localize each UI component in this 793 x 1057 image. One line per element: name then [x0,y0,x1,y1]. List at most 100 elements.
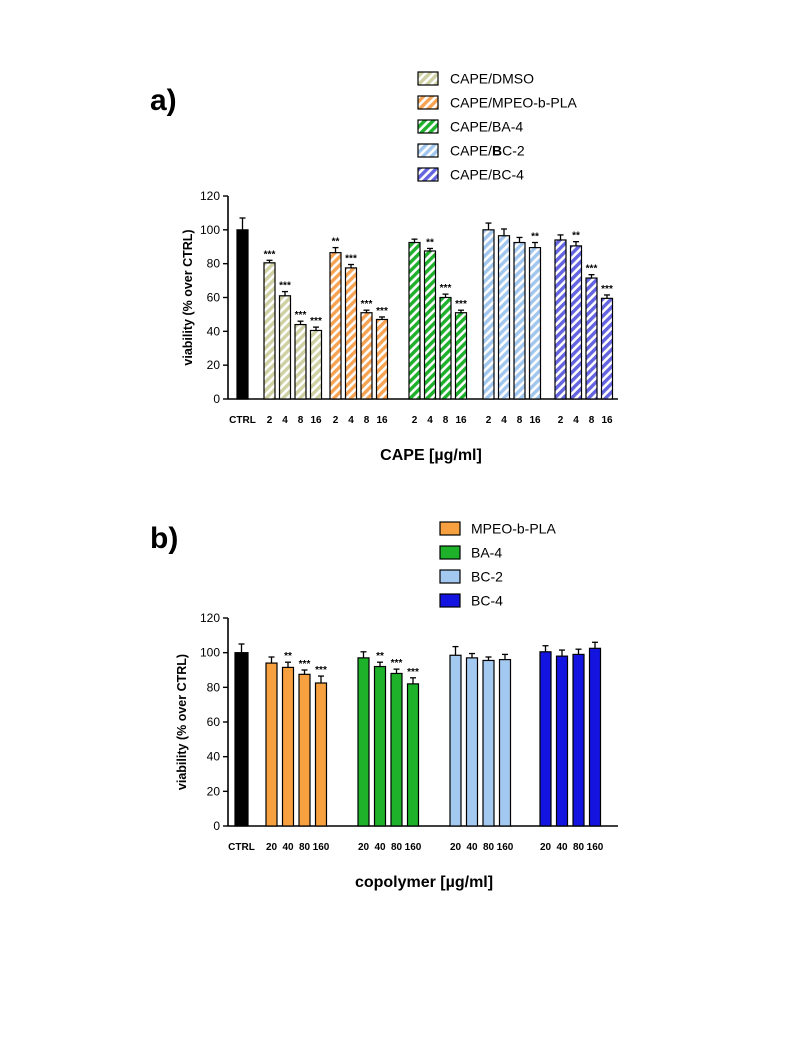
x-tick-label: 40 [556,842,568,853]
legend-label: MPEO-b-PLA [471,521,556,537]
legend-swatch [439,521,461,536]
y-tick-label: 100 [200,646,220,660]
y-tick-label: 20 [207,784,221,798]
legend: CAPE/DMSO CAPE/MPEO-b-PLA CAPE/BA-4 CAPE/BC… [417,71,577,183]
legend-label: CAPE/BA-4 [450,119,523,135]
bar [498,658,512,827]
bar [360,312,373,400]
x-tick-label: CTRL [229,415,256,426]
legend-label: BC-4 [471,593,503,609]
bar [588,647,602,827]
bar [539,651,552,827]
legend-swatch [439,593,461,608]
bar [449,654,462,827]
legend-swatch [417,143,439,158]
bar [600,297,614,400]
bar-ctrl [236,229,249,400]
bar [423,250,437,400]
x-tick-label: 4 [427,415,433,426]
significance-label: ** [376,651,384,662]
significance-label: *** [299,659,311,670]
y-tick-label: 100 [200,223,220,237]
significance-label: *** [315,665,327,676]
x-tick-label: 80 [573,842,585,853]
x-tick-label: 40 [466,842,478,853]
y-axis-title: viability (% over CTRL) [175,654,189,790]
bar [569,245,583,400]
bar [373,665,387,827]
x-tick-label: 8 [589,415,595,426]
y-axis-title: viability (% over CTRL) [181,229,195,365]
bar [439,296,452,400]
bar [585,277,598,400]
bar [408,241,421,400]
legend-label: CAPE/BC-4 [450,167,524,183]
x-tick-label: 2 [412,415,418,426]
x-tick-label: 8 [364,415,370,426]
bar [298,673,311,827]
x-tick-label: 2 [267,415,273,426]
chart-panel-b: b) 0 20 40 60 80 100 120 viability (% over CTRL)… [150,521,618,891]
bar [482,659,495,827]
significance-label: *** [295,310,307,321]
bar [497,235,511,400]
x-tick-label: 20 [540,842,552,853]
bar [555,655,569,827]
bar-ctrl [234,652,249,827]
legend-label: BA-4 [471,545,502,561]
legend-swatch [417,95,439,110]
significance-label: *** [407,667,419,678]
significance-label: ** [531,232,539,243]
x-tick-label: CTRL [228,842,255,853]
x-tick-label: 80 [483,842,495,853]
x-tick-label: 20 [266,842,278,853]
legend-swatch [439,569,461,584]
x-tick-label: 4 [282,415,288,426]
significance-label: ** [572,231,580,242]
bar [309,329,323,400]
significance-label: *** [345,254,357,265]
bar [482,229,495,400]
bar [528,246,542,400]
legend-label: CAPE/MPEO-b-PLA [450,95,577,111]
significance-label: ** [284,651,292,662]
y-tick-label: 80 [207,257,221,271]
y-tick-label: 60 [207,715,221,729]
panel-letter: a) [150,84,177,117]
y-tick-label: 60 [207,291,221,305]
bar [390,672,403,827]
x-tick-label: 2 [333,415,339,426]
significance-label: *** [376,306,388,317]
significance-label: ** [426,237,434,248]
bar [513,241,526,400]
bar [281,666,295,827]
x-tick-label: 160 [313,842,330,853]
panel-letter: b) [150,522,178,555]
legend-swatch [417,119,439,134]
bar [263,262,276,400]
y-tick-label: 120 [200,189,220,203]
bar [357,657,370,827]
x-tick-label: 2 [486,415,492,426]
significance-label: ** [332,237,340,248]
chart-panel-a: a) 0 20 40 60 80 100 120 viability (% over CTRL)… [150,71,618,464]
x-tick-label: 80 [299,842,311,853]
x-axis-title: copolymer [µg/ml] [355,874,493,891]
x-tick-label: 40 [374,842,386,853]
x-tick-label: 160 [497,842,514,853]
y-tick-label: 80 [207,680,221,694]
legend-swatch [417,167,439,182]
y-tick-label: 20 [207,358,221,372]
x-axis-title: CAPE [µg/ml] [380,447,482,464]
legend-label: BC-2 [471,569,503,585]
significance-label: *** [279,281,291,292]
significance-label: *** [264,249,276,260]
x-tick-label: 8 [298,415,304,426]
bar [375,318,389,400]
significance-label: *** [440,283,452,294]
significance-label: *** [361,299,373,310]
y-tick-label: 40 [207,324,221,338]
significance-label: *** [310,316,322,327]
x-tick-label: 8 [517,415,523,426]
